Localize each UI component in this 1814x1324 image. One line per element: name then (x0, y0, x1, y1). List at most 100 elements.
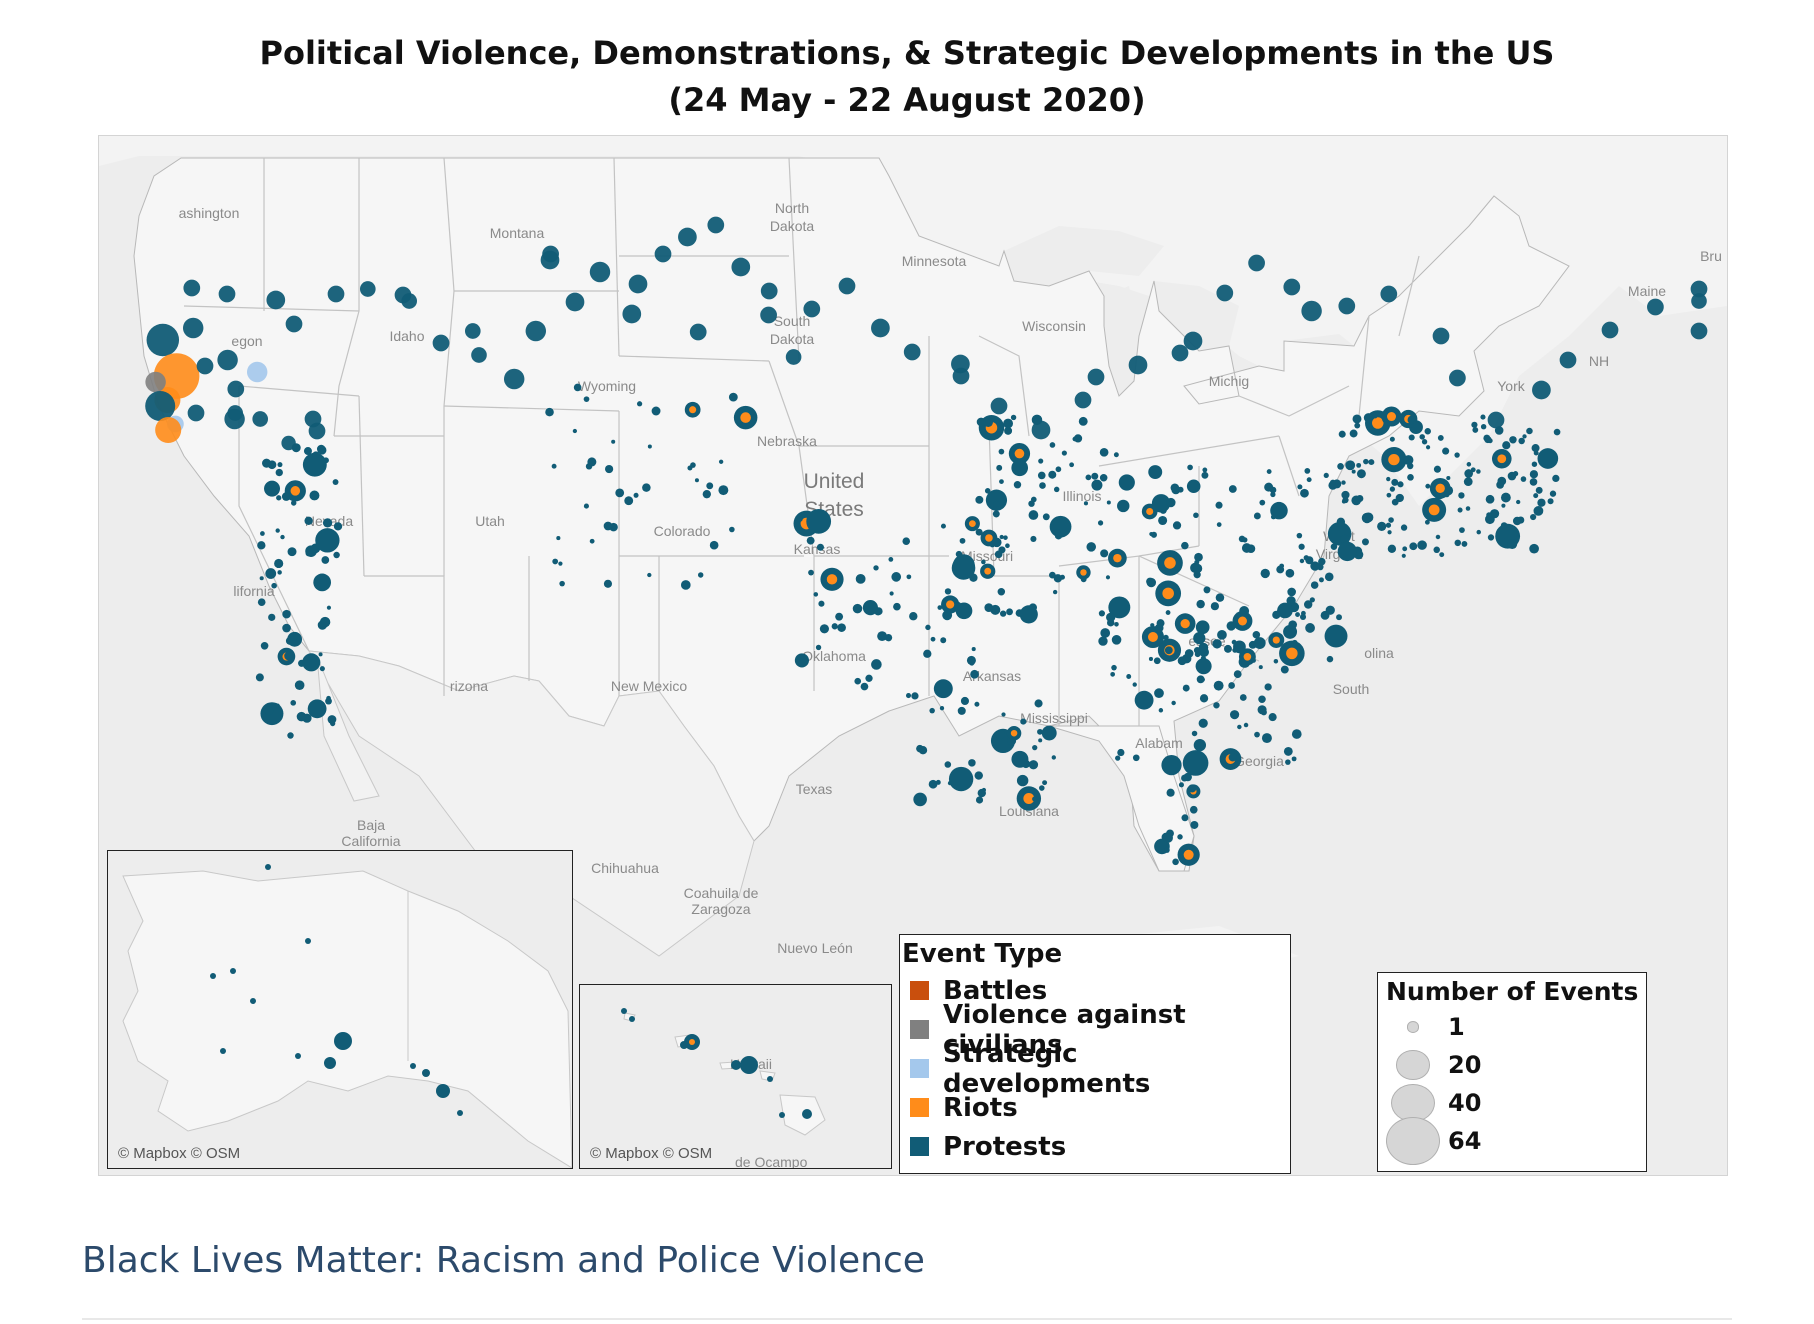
event-point-protests[interactable] (694, 478, 699, 483)
event-point-protests[interactable] (294, 680, 305, 691)
event-point-protests[interactable] (359, 281, 376, 297)
event-point-protests[interactable] (687, 465, 693, 471)
event-point-protests[interactable] (1512, 516, 1522, 526)
event-point-protests[interactable] (1318, 577, 1324, 583)
event-point-protests[interactable] (1031, 420, 1051, 440)
event-point-protests[interactable] (1186, 479, 1201, 494)
event-point-protests[interactable] (1386, 492, 1392, 498)
event-point-protests[interactable] (187, 404, 205, 422)
event-point-protests[interactable] (1324, 572, 1334, 582)
event-point-protests[interactable] (1424, 519, 1430, 525)
legend-item-violence[interactable]: Violence against civilians (910, 1000, 1290, 1060)
event-point-protests[interactable] (1337, 463, 1344, 470)
event-point-protests[interactable] (316, 444, 326, 454)
event-point-protests[interactable] (1030, 535, 1037, 542)
event-point-protests[interactable] (255, 673, 264, 682)
event-point-protests[interactable] (1053, 574, 1063, 583)
event-point-protests[interactable] (290, 500, 297, 506)
event-point-protests[interactable] (1465, 506, 1471, 511)
event-point-protests[interactable] (621, 1008, 627, 1014)
event-point-protests[interactable] (1283, 278, 1301, 296)
event-point-protests[interactable] (1193, 632, 1206, 645)
event-point-protests[interactable] (1215, 593, 1225, 602)
event-point-protests[interactable] (1500, 492, 1511, 503)
event-point-protests[interactable] (1213, 680, 1224, 691)
event-point-protests[interactable] (1228, 682, 1235, 689)
event-point-protests[interactable] (1320, 610, 1330, 620)
event-point-protests[interactable] (1476, 529, 1481, 535)
event-point-protests[interactable] (1039, 482, 1046, 489)
event-point-riots[interactable] (1435, 483, 1445, 493)
event-point-protests[interactable] (1223, 644, 1232, 653)
event-point-riots[interactable] (1428, 504, 1440, 516)
event-point-protests[interactable] (1055, 466, 1062, 473)
event-point-protests[interactable] (558, 561, 563, 566)
event-point-protests[interactable] (1054, 532, 1063, 540)
event-point-protests[interactable] (1172, 858, 1179, 866)
event-point-protests[interactable] (280, 534, 285, 540)
event-point-protests[interactable] (944, 761, 952, 768)
event-point-protests[interactable] (1266, 469, 1272, 474)
event-point-protests[interactable] (302, 653, 321, 672)
event-point-protests[interactable] (877, 631, 888, 642)
event-point-protests[interactable] (589, 261, 611, 283)
event-point-protests[interactable] (1507, 539, 1518, 550)
event-point-protests[interactable] (867, 601, 873, 607)
event-point-protests[interactable] (1128, 355, 1148, 375)
event-point-protests[interactable] (729, 526, 735, 533)
event-point-protests[interactable] (1303, 555, 1309, 561)
event-point-protests[interactable] (1195, 620, 1210, 635)
event-point-protests[interactable] (1286, 596, 1296, 606)
event-point-protests[interactable] (1260, 709, 1267, 716)
event-point-protests[interactable] (992, 537, 1002, 548)
event-point-protests[interactable] (1006, 608, 1013, 616)
event-point-protests[interactable] (680, 1041, 688, 1049)
event-point-protests[interactable] (1449, 369, 1466, 387)
event-point-protests[interactable] (969, 660, 975, 666)
event-point-protests[interactable] (1485, 494, 1495, 504)
event-point-protests[interactable] (1299, 613, 1307, 621)
event-point-protests[interactable] (1010, 414, 1017, 421)
event-point-protests[interactable] (196, 357, 214, 375)
event-point-protests[interactable] (1463, 477, 1473, 487)
event-point-protests[interactable] (1306, 477, 1312, 483)
event-point-protests[interactable] (906, 574, 912, 580)
event-point-protests[interactable] (873, 565, 879, 571)
event-point-protests[interactable] (422, 1069, 430, 1077)
event-point-protests[interactable] (1270, 491, 1276, 498)
event-point-protests[interactable] (1195, 658, 1212, 675)
event-point-protests[interactable] (678, 227, 697, 247)
event-point-protests[interactable] (1363, 413, 1374, 423)
event-point-protests[interactable] (334, 1032, 352, 1050)
event-point-protests[interactable] (838, 277, 856, 295)
event-point-protests[interactable] (1106, 500, 1111, 505)
event-point-protests[interactable] (1100, 549, 1109, 558)
event-point-protests[interactable] (1003, 535, 1008, 540)
event-point-protests[interactable] (871, 318, 890, 338)
event-point-protests[interactable] (1601, 321, 1619, 339)
event-point-protests[interactable] (1154, 688, 1164, 699)
event-point-protests[interactable] (1500, 522, 1508, 529)
event-point-protests[interactable] (217, 349, 238, 371)
event-point-protests[interactable] (948, 766, 974, 792)
event-point-protests[interactable] (1464, 469, 1474, 478)
event-point-protests[interactable] (622, 304, 642, 324)
event-point-protests[interactable] (1349, 429, 1358, 438)
event-point-protests[interactable] (1363, 458, 1369, 465)
event-point-protests[interactable] (1531, 444, 1540, 453)
event-point-protests[interactable] (1111, 664, 1117, 671)
event-point-protests[interactable] (1372, 413, 1378, 419)
event-point-protests[interactable] (1134, 690, 1154, 710)
event-point-protests[interactable] (709, 540, 719, 550)
event-point-protests[interactable] (1351, 469, 1356, 474)
event-point-protests[interactable] (1351, 495, 1362, 506)
event-point-protests[interactable] (1470, 467, 1476, 473)
event-point-protests[interactable] (1097, 520, 1104, 526)
event-point-protests[interactable] (1038, 738, 1043, 743)
event-point-protests[interactable] (1216, 284, 1234, 302)
legend-item-strategic[interactable]: Strategic developments (910, 1039, 1290, 1099)
event-point-protests[interactable] (332, 479, 339, 486)
event-point-protests[interactable] (1529, 543, 1539, 554)
event-point-protests[interactable] (275, 703, 280, 709)
event-point-protests[interactable] (1433, 546, 1440, 554)
